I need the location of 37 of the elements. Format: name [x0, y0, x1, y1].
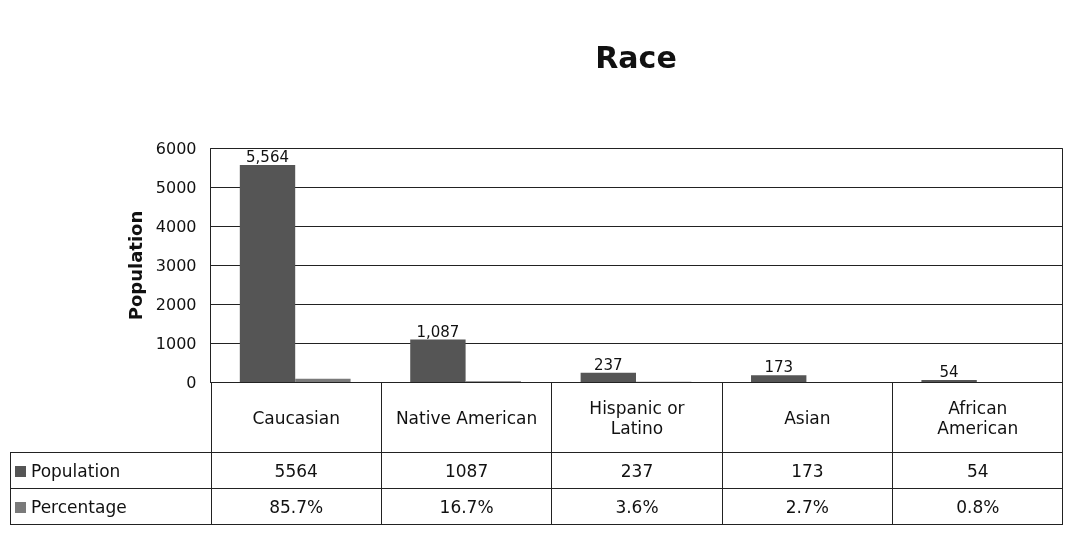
bar	[239, 165, 296, 382]
bar	[751, 375, 807, 382]
y-tick-label: 3000	[155, 255, 197, 275]
data-label: 3.6%	[551, 488, 723, 525]
data-label: 1087	[381, 452, 552, 489]
bar	[295, 378, 351, 382]
legend-label: Population	[10, 452, 211, 489]
x-tick-label: Caucasian	[211, 382, 382, 453]
y-axis-title: Population	[124, 210, 146, 321]
x-tick-label: African American	[892, 382, 1063, 453]
x-tick-label: Native American	[381, 382, 552, 453]
data-label: 16.7%	[381, 488, 552, 525]
x-tick-label: Asian	[722, 382, 893, 453]
y-tick-label: 5000	[155, 177, 197, 197]
data-label: 237	[551, 452, 723, 489]
y-tick-label: 2000	[155, 294, 197, 314]
y-tick-label: 0	[186, 372, 197, 392]
y-tick-label: 4000	[155, 216, 197, 236]
data-label: 5564	[211, 452, 382, 489]
data-label: 173	[722, 452, 893, 489]
legend-label: Percentage	[10, 488, 211, 525]
y-tick-label: 6000	[155, 138, 197, 158]
bar	[580, 372, 636, 382]
x-tick-label: Hispanic or Latino	[551, 382, 723, 453]
data-label: 0.8%	[892, 488, 1063, 525]
annotation: 237	[593, 355, 623, 374]
annotation: 173	[764, 358, 794, 377]
annotation: 5,564	[246, 148, 289, 166]
annotation: 1,087	[416, 322, 460, 341]
bar	[921, 379, 977, 382]
data-label: 2.7%	[722, 488, 893, 525]
data-label: 54	[892, 452, 1063, 489]
bar	[410, 339, 466, 382]
annotation: 54	[939, 362, 959, 381]
data-label: 85.7%	[211, 488, 382, 525]
chart-title: Race	[595, 40, 677, 75]
y-tick-label: 1000	[155, 333, 197, 353]
